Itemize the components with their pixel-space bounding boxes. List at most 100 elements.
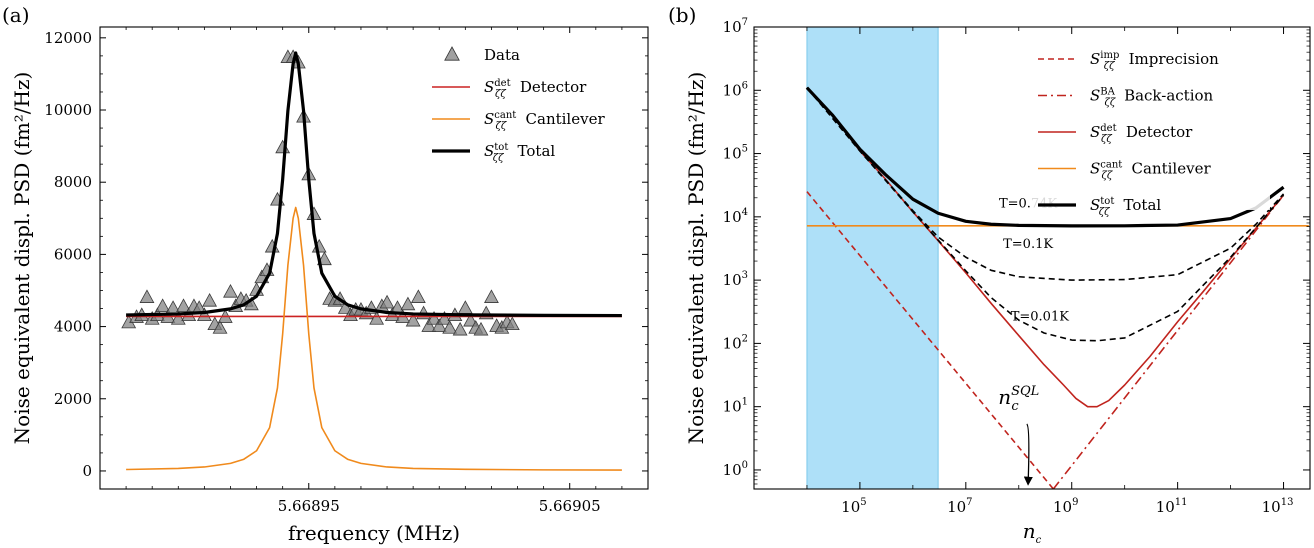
legend-sub: ζζ: [1104, 98, 1115, 109]
legend-sup: imp: [1100, 50, 1119, 61]
sql-symbol: n: [998, 385, 1011, 409]
y-tick-base: 10: [723, 334, 742, 352]
temperature-annotation: T=0.01K: [1011, 310, 1070, 325]
legend-sup: cant: [1100, 160, 1122, 171]
x-tick-label: 1011: [1156, 497, 1188, 516]
y-tick-exp: 7: [742, 17, 748, 28]
a-legend-entry: Stot ζζ Total: [432, 142, 555, 164]
shaded-region: [806, 27, 939, 489]
y-tick-exp: 3: [742, 270, 748, 281]
data-point: [176, 298, 191, 313]
sql-arrow: [1023, 423, 1033, 486]
legend-symbol: S: [484, 142, 494, 160]
y-tick-label: 6000: [54, 245, 92, 263]
data-point: [457, 300, 473, 314]
plot-frame: [99, 26, 649, 490]
y-tick-label: 105: [723, 144, 748, 163]
x-tick-base: 10: [947, 498, 966, 516]
data-point: [405, 312, 421, 327]
panel-label: (a): [2, 3, 30, 27]
panel-label: (b): [668, 3, 696, 27]
data-point: [437, 311, 452, 325]
data-point: [431, 318, 447, 332]
legend-sup: det: [494, 78, 510, 89]
plot-area: [805, 27, 1309, 489]
y-tick-label: 4000: [54, 318, 92, 336]
legend-text: Back-action: [1119, 87, 1213, 105]
a-legend-entry: Data: [444, 46, 520, 64]
legend-sub: ζζ: [1101, 134, 1112, 145]
legend-symbol: S: [484, 78, 494, 96]
x-tick-exp: 7: [966, 497, 972, 508]
data-point: [452, 321, 468, 336]
x-tick-label: 105: [841, 497, 866, 516]
y-tick-label: 8000: [54, 173, 92, 191]
legend-symbol: S: [1090, 50, 1100, 68]
data-point: [421, 318, 437, 332]
x-axis-label: frequency (MHz): [288, 521, 460, 545]
x-tick-exp: 11: [1175, 497, 1188, 508]
x-tick-label: 107: [947, 497, 972, 516]
x-axis-sub: c: [1036, 535, 1042, 546]
x-tick-base: 10: [1156, 498, 1175, 516]
data-point: [504, 316, 520, 331]
data-point: [369, 311, 385, 325]
sql-sub: c: [1011, 399, 1019, 414]
y-tick-exp: 5: [742, 144, 748, 155]
data-point: [473, 321, 489, 336]
legend-label: Sdet ζζ Detector: [1090, 123, 1193, 145]
legend: Data Sdet ζζ Detector Scant ζζ Cantilever Sto…: [432, 46, 605, 164]
series-line-total: [805, 86, 1285, 228]
legend-label: Scant ζζ Cantilever: [484, 110, 605, 132]
data-point: [337, 300, 353, 314]
data-point: [155, 298, 171, 313]
x-tick-exp: 5: [860, 497, 866, 508]
x-axis-label: nc: [1023, 519, 1042, 546]
y-axis-label: Noise equivalent displ. PSD (fm²/Hz): [10, 72, 34, 445]
y-tick-label: 103: [723, 270, 748, 289]
y-tick-label: 101: [723, 397, 748, 416]
legend-label: Simp ζζ Imprecision: [1090, 50, 1219, 72]
legend-label: Sdet ζζ Detector: [484, 78, 587, 100]
legend-label: Stot ζζ Total: [484, 142, 555, 164]
legend-text: Detector: [1121, 123, 1193, 141]
x-tick-base: 10: [1053, 498, 1072, 516]
legend-text: Cantilever: [521, 110, 606, 128]
data-point: [484, 289, 499, 303]
a-legend-entry: Sdet ζζ Detector: [432, 78, 587, 100]
y-tick-label: 100: [723, 460, 748, 479]
y-tick-base: 10: [723, 18, 742, 36]
data-point: [275, 139, 291, 154]
legend-text: Imprecision: [1124, 50, 1219, 68]
data-point: [202, 292, 218, 307]
legend-symbol: S: [1090, 123, 1100, 141]
legend-label: Data: [484, 46, 520, 64]
y-tick-base: 10: [723, 208, 742, 226]
y-tick-label: 106: [723, 80, 748, 99]
data-point: [223, 283, 238, 298]
data-point: [410, 289, 426, 303]
legend-sub: ζζ: [496, 121, 507, 132]
y-tick-exp: 1: [742, 397, 748, 408]
legend-sup: tot: [1100, 196, 1114, 207]
legend-sub: ζζ: [493, 153, 504, 164]
legend-marker: [444, 46, 460, 61]
x-tick-label: 109: [1053, 497, 1078, 516]
x-axis-symbol: n: [1023, 519, 1036, 543]
legend-label: SBA ζζ Back-action: [1090, 87, 1214, 109]
y-tick-label: 102: [723, 333, 748, 352]
data-point: [442, 320, 458, 334]
series-line-cantilever: [126, 206, 622, 471]
legend-text: Data: [484, 46, 520, 64]
plot-area: [121, 49, 622, 471]
data-point: [170, 311, 186, 325]
legend-sub: ζζ: [1099, 207, 1110, 218]
y-tick-exp: 4: [742, 207, 748, 218]
legend-symbol: S: [1090, 87, 1100, 105]
x-tick-base: 10: [841, 498, 860, 516]
x-tick-exp: 9: [1072, 497, 1078, 508]
x-tick-label: 5.66895: [278, 497, 340, 515]
y-tick-label: 107: [723, 17, 748, 36]
